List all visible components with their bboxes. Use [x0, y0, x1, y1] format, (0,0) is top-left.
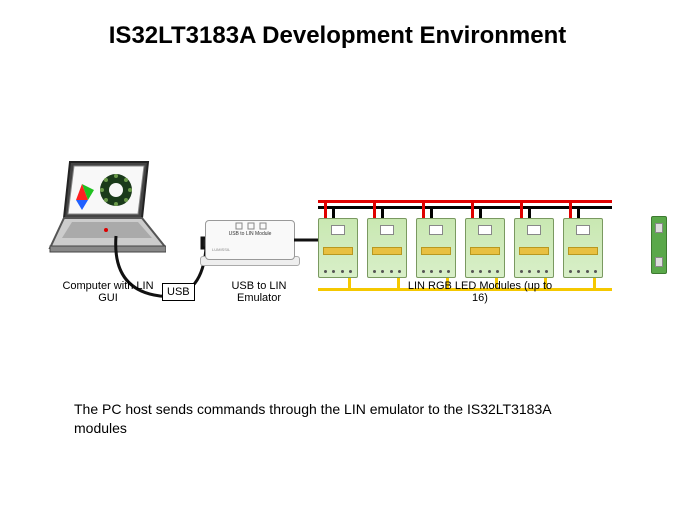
bus-red-drop: [373, 200, 376, 220]
end-connector-module: [651, 216, 667, 274]
led-module: [563, 218, 603, 278]
emulator-top-label: USB to LIN Module: [206, 231, 294, 237]
led-module: [465, 218, 505, 278]
page-title: IS32LT3183A Development Environment: [0, 0, 675, 50]
emulator-graphic: USB to LIN Module LUMISSIL: [205, 220, 295, 268]
caption-computer: Computer with LIN GUI: [58, 280, 158, 304]
bus-red-drop: [471, 200, 474, 220]
caption-emulator: USB to LIN Emulator: [214, 280, 304, 304]
bus-red-drop: [520, 200, 523, 220]
bus-yellow-rise: [348, 276, 351, 290]
caption-modules: LIN RGB LED Modules (up to 16): [400, 280, 560, 304]
bus-red-drop: [569, 200, 572, 220]
bus-red-top: [318, 200, 612, 203]
bus-black-top: [318, 206, 612, 209]
module-bus-area: [318, 200, 638, 290]
description-text: The PC host sends commands through the L…: [74, 400, 604, 438]
led-module: [416, 218, 456, 278]
bus-yellow-rise: [593, 276, 596, 290]
bus-red-drop: [324, 200, 327, 220]
emulator-brand: LUMISSIL: [212, 247, 230, 252]
usb-label: USB: [162, 283, 195, 301]
emulator-link: [294, 234, 320, 246]
diagram-area: USB USB to LIN Module LUMISSIL: [0, 140, 675, 360]
led-module: [318, 218, 358, 278]
led-module: [514, 218, 554, 278]
bus-red-drop: [422, 200, 425, 220]
led-module: [367, 218, 407, 278]
